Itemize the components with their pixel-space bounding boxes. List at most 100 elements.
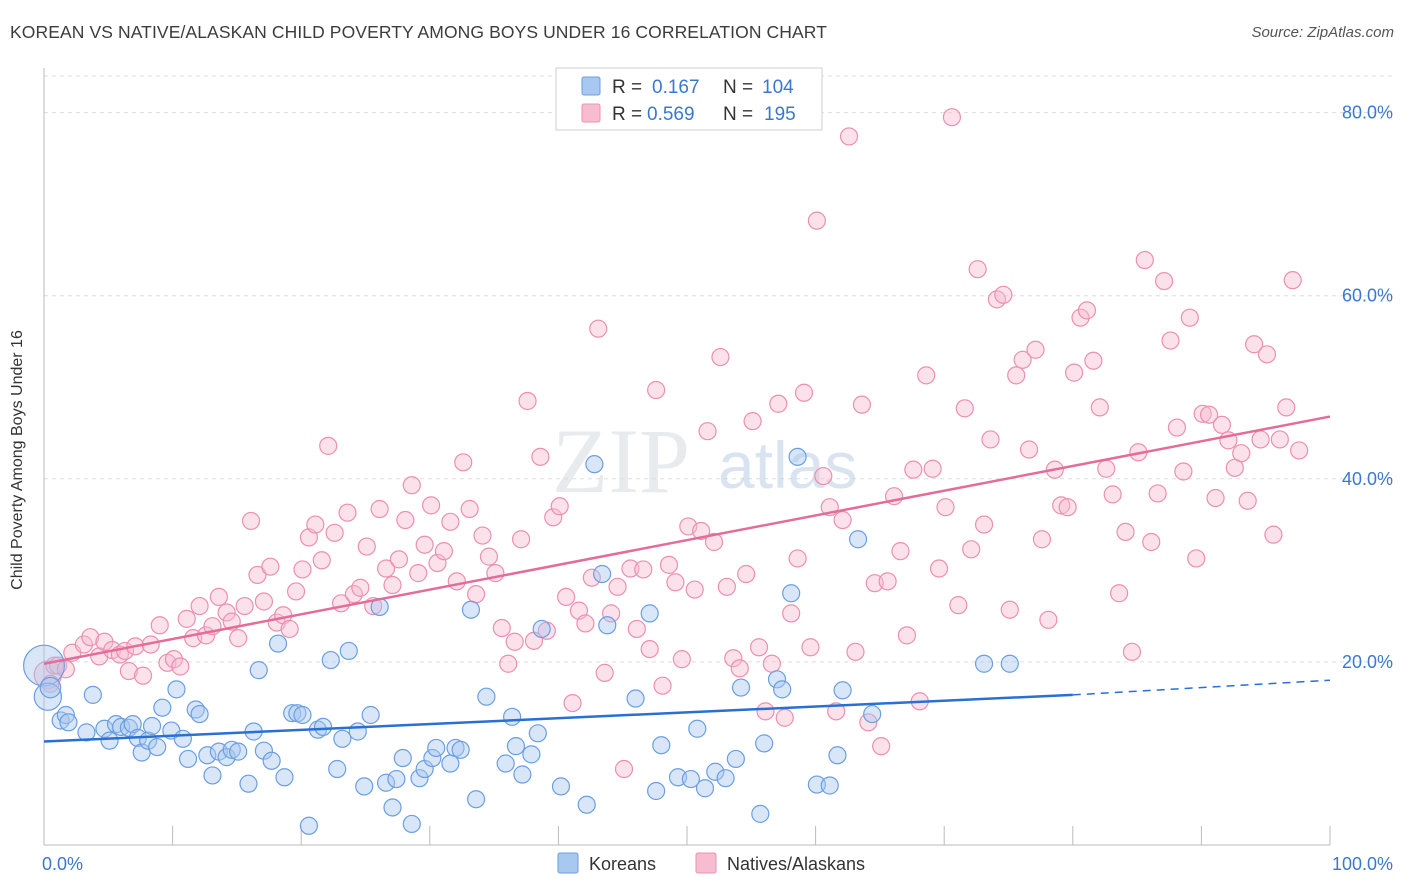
korean-point [387, 769, 406, 789]
korean-point [178, 749, 198, 769]
native-point [839, 127, 859, 146]
native-point [1264, 525, 1283, 544]
korean-point [123, 715, 142, 734]
native-point [241, 511, 261, 531]
native-point [150, 616, 169, 635]
korean-point [410, 769, 429, 788]
korean-point [640, 604, 659, 623]
korean-point [423, 748, 442, 768]
korean-point [652, 736, 671, 755]
native-point [460, 499, 479, 519]
native-point [133, 666, 153, 685]
native-point [505, 632, 524, 651]
native-point [762, 654, 781, 673]
chart-source: Source: ZipAtlas.com [1251, 24, 1394, 41]
y-tick-label: 60.0% [1342, 286, 1393, 306]
native-point [614, 759, 634, 779]
korean-point [222, 740, 241, 759]
korean-point [100, 731, 119, 750]
native-point [190, 596, 209, 616]
korean-point [148, 737, 167, 757]
native-point [666, 573, 685, 592]
native-point [563, 694, 582, 713]
native-point [1135, 250, 1154, 270]
native-point [1187, 549, 1206, 568]
native-point [1283, 271, 1302, 290]
axes [43, 68, 1331, 846]
korean-point [328, 759, 347, 779]
native-point [672, 650, 691, 669]
native-point [402, 476, 421, 495]
native-point [1167, 418, 1187, 437]
legend-stats: R = 0.167 N = 104 R = 0.569 N = 195 [555, 67, 823, 131]
x-tick-labels: 0.0% 100.0% [42, 854, 1393, 874]
legend-series: Koreans Natives/Alaskans [557, 852, 865, 874]
korean-point [402, 814, 421, 834]
korean-point [56, 705, 75, 725]
native-point [981, 430, 1000, 449]
korean-point [383, 798, 402, 817]
y-tick-label: 80.0% [1342, 103, 1393, 123]
korean-point [647, 781, 666, 801]
native-point [1019, 440, 1039, 459]
native-point [396, 510, 415, 530]
watermark-atlas: atlas [718, 428, 857, 502]
korean-points [23, 447, 1019, 835]
korean-point [466, 790, 486, 809]
korean-point [239, 774, 258, 793]
korean-point [974, 654, 994, 673]
native-point [434, 542, 454, 561]
native-point [704, 532, 724, 552]
legend-r-label-korean: R = [612, 77, 642, 98]
native-point [929, 559, 949, 578]
korean-point [695, 779, 715, 798]
native-point [917, 366, 936, 385]
native-point [743, 412, 762, 431]
legend-n-value-native: 195 [764, 104, 796, 125]
native-point [647, 380, 666, 400]
native-point [775, 708, 794, 727]
korean-point [461, 600, 481, 619]
native-point [550, 497, 569, 516]
native-point [1077, 301, 1097, 320]
native-point [1212, 415, 1232, 434]
native-point [692, 521, 711, 541]
native-point [479, 547, 499, 566]
native-point [794, 383, 814, 402]
native-point [1148, 484, 1167, 503]
native-point [1007, 366, 1026, 385]
native-point [119, 661, 138, 681]
korean-point [427, 738, 446, 758]
native-point [531, 447, 550, 466]
native-point [994, 285, 1013, 304]
legend-stats-swatch-korean [581, 76, 601, 96]
native-point [254, 592, 274, 611]
korean-point [173, 729, 192, 748]
native-point [698, 422, 717, 441]
korean-point [39, 676, 62, 699]
native-point [1174, 462, 1193, 481]
native-point [717, 577, 736, 596]
native-point [1155, 271, 1174, 291]
legend-swatch-koreans [557, 852, 579, 874]
native-point [627, 619, 646, 639]
korean-point [688, 719, 707, 738]
native-point [235, 596, 254, 616]
native-point [1161, 331, 1180, 350]
korean-point [681, 769, 700, 789]
korean-point [262, 751, 281, 770]
native-point [415, 535, 434, 554]
native-point [891, 542, 910, 561]
native-point [595, 663, 614, 682]
korean-point [339, 641, 358, 661]
native-point [518, 391, 537, 411]
native-point [807, 211, 826, 230]
native-point [685, 580, 704, 599]
korean-point [863, 704, 882, 724]
korean-point [820, 776, 839, 795]
native-point [389, 550, 409, 569]
native-point [1000, 600, 1019, 619]
native-point [441, 512, 460, 531]
native-point [576, 614, 595, 633]
native-point [1039, 610, 1058, 629]
